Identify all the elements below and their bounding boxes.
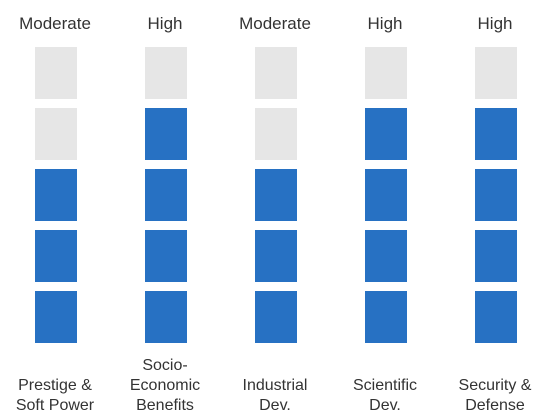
- category-label: Socio- Economic Benefits: [110, 352, 220, 416]
- rating-cell-filled: [475, 108, 517, 160]
- rating-cell-filled: [145, 291, 187, 343]
- rating-cell-filled: [145, 230, 187, 282]
- level-label: High: [367, 14, 403, 33]
- rating-cell-filled: [365, 169, 407, 221]
- rating-column: High Security & Defense: [440, 0, 550, 416]
- rating-cell-empty: [255, 47, 297, 99]
- rating-cell-empty: [145, 47, 187, 99]
- category-label-text: Prestige & Soft Power: [15, 377, 95, 414]
- rating-column: Moderate Prestige & Soft Power: [0, 0, 110, 416]
- rating-cell-filled: [145, 108, 187, 160]
- rating-cells: [475, 47, 517, 352]
- rating-column: High Socio- Economic Benefits: [110, 0, 220, 416]
- category-label: Security & Defense: [440, 352, 550, 416]
- rating-cell-filled: [35, 230, 77, 282]
- category-label-text: Scientific Dev.: [352, 377, 418, 414]
- rating-cell-empty: [475, 47, 517, 99]
- rating-cell-filled: [35, 169, 77, 221]
- rating-cell-filled: [475, 169, 517, 221]
- category-label-text: Industrial Dev.: [242, 377, 308, 414]
- rating-cell-filled: [365, 108, 407, 160]
- rating-cell-filled: [365, 291, 407, 343]
- rating-cell-empty: [255, 108, 297, 160]
- rating-cell-empty: [365, 47, 407, 99]
- rating-cell-filled: [475, 291, 517, 343]
- category-label: Prestige & Soft Power: [0, 352, 110, 416]
- level-label: Moderate: [239, 14, 311, 33]
- level-label: High: [477, 14, 513, 33]
- rating-cell-empty: [35, 47, 77, 99]
- category-label-text: Security & Defense: [458, 377, 532, 414]
- rating-cells: [365, 47, 407, 352]
- rating-cell-filled: [255, 291, 297, 343]
- rating-cell-filled: [145, 169, 187, 221]
- rating-cells: [35, 47, 77, 352]
- category-label-text: Socio- Economic Benefits: [129, 357, 201, 414]
- rating-cell-filled: [35, 291, 77, 343]
- rating-cell-empty: [35, 108, 77, 160]
- level-label: Moderate: [19, 14, 91, 33]
- rating-column: Moderate Industrial Dev.: [220, 0, 330, 416]
- level-label: High: [147, 14, 183, 33]
- category-label: Industrial Dev.: [220, 352, 330, 416]
- rating-cell-filled: [255, 169, 297, 221]
- rating-cell-filled: [475, 230, 517, 282]
- rating-cells: [255, 47, 297, 352]
- rating-column: High Scientific Dev.: [330, 0, 440, 416]
- category-label: Scientific Dev.: [330, 352, 440, 416]
- rating-cells: [145, 47, 187, 352]
- rating-cell-filled: [365, 230, 407, 282]
- rating-cell-filled: [255, 230, 297, 282]
